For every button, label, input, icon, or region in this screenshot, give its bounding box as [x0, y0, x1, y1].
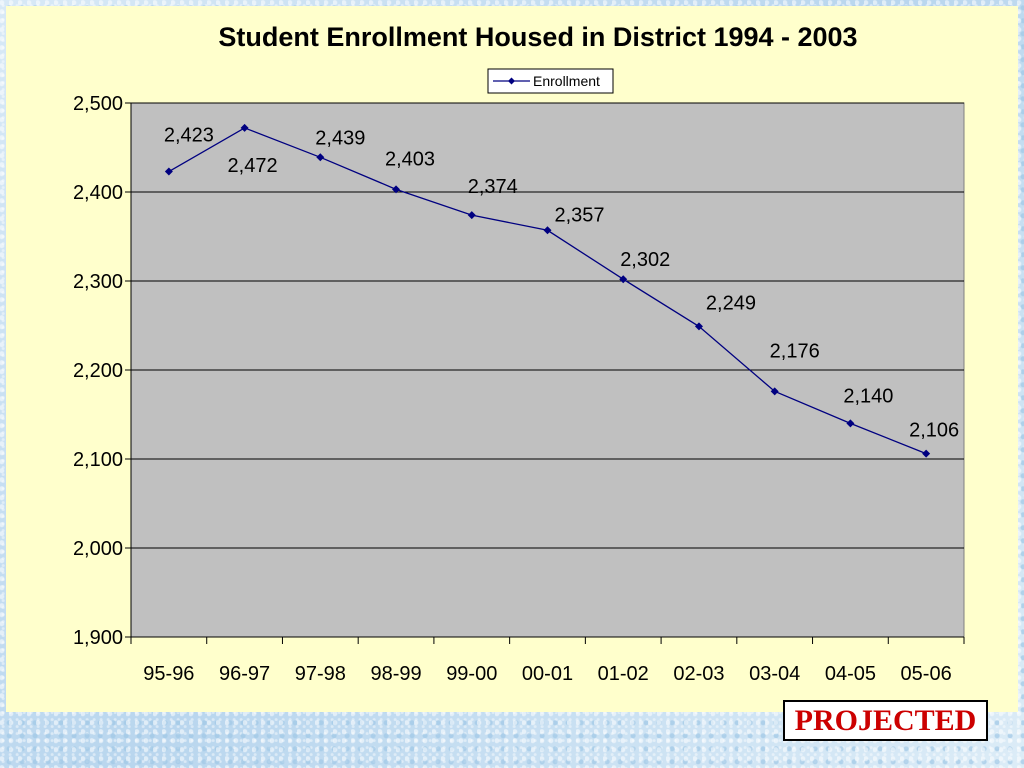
data-label: 2,249	[706, 292, 756, 314]
y-tick-label: 2,000	[73, 538, 123, 560]
data-label: 2,302	[620, 249, 670, 271]
y-tick-label: 2,200	[73, 360, 123, 382]
data-label: 2,176	[770, 340, 820, 362]
x-tick-label: 95-96	[143, 663, 194, 685]
x-tick-label: 97-98	[295, 663, 346, 685]
x-axis-ticks: 95-96 96-97 97-98 98-99 99-00 00-01 01-02 02-03…	[130, 637, 965, 685]
data-label: 2,403	[385, 148, 435, 170]
legend-label: Enrollment	[533, 73, 600, 89]
data-point	[619, 275, 628, 284]
x-tick-label: 01-02	[598, 663, 649, 685]
data-label: 2,140	[843, 385, 893, 407]
data-point	[543, 226, 552, 235]
x-tick-label: 03-04	[749, 663, 800, 685]
data-point	[770, 387, 779, 396]
legend-diamond-marker-icon	[508, 77, 515, 85]
data-point	[240, 123, 249, 132]
data-label: 2,439	[315, 127, 365, 149]
data-label: 2,423	[164, 125, 214, 147]
data-label: 2,357	[554, 204, 604, 226]
projected-stamp: PROJECTED	[783, 700, 988, 741]
y-tick-label: 2,300	[73, 271, 123, 293]
x-tick-label: 99-00	[446, 663, 497, 685]
x-tick-label: 04-05	[825, 663, 876, 685]
data-point	[694, 322, 703, 331]
data-point	[316, 153, 325, 162]
data-point	[467, 211, 476, 220]
data-point	[392, 185, 401, 194]
data-point	[164, 167, 173, 176]
x-tick-label: 05-06	[901, 663, 952, 685]
data-labels: 2,423 2,472 2,439 2,403 2,374 2,357 2,302 2,249…	[164, 125, 959, 442]
data-point	[922, 449, 931, 458]
y-tick-label: 2,400	[73, 182, 123, 204]
y-tick-label: 1,900	[73, 627, 123, 649]
x-tick-label: 00-01	[522, 663, 573, 685]
chart-title: Student Enrollment Housed in District 19…	[218, 22, 857, 52]
data-point	[846, 419, 855, 428]
y-tick-label: 2,500	[73, 93, 123, 115]
y-tick-label: 2,100	[73, 449, 123, 471]
data-label: 2,374	[468, 176, 518, 198]
legend: Enrollment	[487, 68, 614, 94]
gridlines	[131, 102, 964, 549]
x-tick-label: 96-97	[219, 663, 270, 685]
series-enrollment	[164, 123, 931, 458]
data-label: 2,472	[228, 155, 278, 177]
x-tick-label: 98-99	[370, 663, 421, 685]
x-tick-label: 02-03	[673, 663, 724, 685]
data-label: 2,106	[909, 420, 959, 442]
y-axis-ticks: 1,900 2,000 2,100 2,200 2,300 2,400 2,500	[73, 93, 131, 649]
